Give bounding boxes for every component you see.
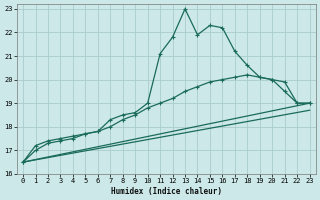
X-axis label: Humidex (Indice chaleur): Humidex (Indice chaleur) [111, 187, 222, 196]
